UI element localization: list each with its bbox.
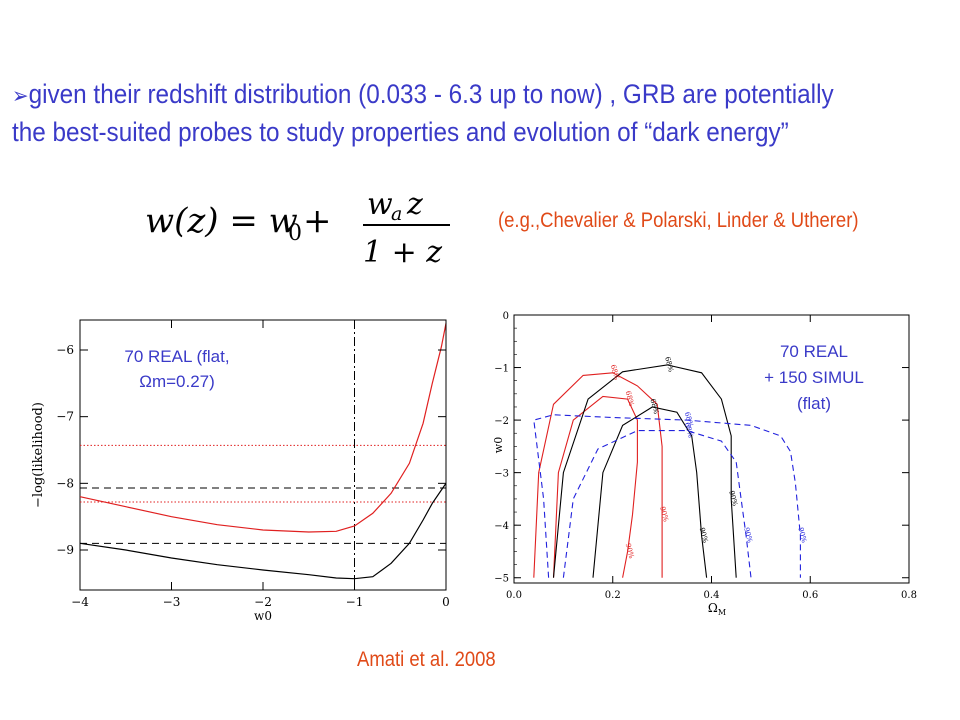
- plot1-xtick-label: −3: [163, 595, 181, 609]
- plot2-contour-label: 90%: [727, 490, 739, 507]
- plot2-ytick-label: −1: [494, 364, 509, 375]
- intro-text: ➢given their redshift distribution (0.03…: [12, 76, 849, 150]
- plot2-contour-label: 68%: [624, 390, 636, 407]
- plot2-xtick-label: 0.0: [506, 590, 522, 601]
- plot1-series-black: [79, 482, 447, 580]
- plot2-contour-label: 68%: [663, 356, 675, 373]
- contour-plot: 68% 90% 68% 90% 68% 90% 68% 90% 68% 90% 68% 90% 0.0…: [492, 311, 917, 617]
- formula-num-w: w: [367, 187, 393, 222]
- reference-text: (e.g.,Chevalier & Polarski, Linder & Uth…: [498, 209, 859, 232]
- plot2-contour-red-0: [552, 395, 638, 578]
- plot2-xtick-label: 0.6: [802, 590, 818, 601]
- plot1-ytick-label: −6: [56, 343, 74, 357]
- plot1-series-red: [79, 323, 447, 533]
- plot2-contour-black-2: [592, 406, 708, 578]
- plot1-xtick-label: 0: [442, 595, 450, 609]
- plot1-ytick-label: −8: [56, 476, 74, 490]
- plot1-ytick-label: −9: [56, 543, 74, 557]
- dark-energy-formula: w(z) = w 0 + w a z 1 + z: [145, 187, 450, 270]
- plot2-contour-label: 68%: [648, 398, 660, 415]
- plot1-annotation-line2-text: m=0.27): [152, 372, 215, 391]
- plot2-annotation-line2: + 150 SIMUL: [764, 368, 864, 387]
- intro-line-1: ➢given their redshift distribution (0.03…: [12, 76, 849, 114]
- plot2-ytick-label: −2: [494, 416, 509, 427]
- plot2-contour-black-3: [552, 364, 737, 578]
- plot2-xtick-label: 0.4: [704, 590, 720, 601]
- plot2-ytick-label: 0: [503, 311, 509, 322]
- likelihood-plot: −4 −3 −2 −1 0 −9 −8 −7 −6 w0 −log(likelihood) 7…: [31, 319, 450, 623]
- formula-sub0: 0: [288, 221, 302, 246]
- plot2-contour-label: 90%: [658, 506, 670, 523]
- plot2-contour-label: 68%: [609, 364, 621, 381]
- plot1-xtick-label: −4: [71, 595, 89, 609]
- citation-text: Amati et al. 2008: [357, 648, 496, 671]
- plot2-ytick-label: −5: [494, 574, 509, 585]
- formula-num-z: z: [406, 187, 423, 222]
- plot2-ylabel: w0: [492, 437, 505, 453]
- intro-line-2: the best-suited probes to study properti…: [12, 117, 789, 147]
- plot1-xtick-label: −2: [254, 595, 272, 609]
- plot1-ytick-label: −7: [56, 410, 74, 424]
- plot2-xtick-label: 0.8: [901, 590, 917, 601]
- plot2-ytick-label: −3: [494, 469, 509, 480]
- plot2-frame: [513, 314, 910, 584]
- plot1-ylabel: −log(likelihood): [31, 402, 46, 508]
- plot2-annotation-line1: 70 REAL: [780, 342, 848, 361]
- plot1-annotation-line2: Ωm=0.27): [139, 372, 215, 391]
- plot1-xlabel: w0: [254, 609, 272, 623]
- plot1-annotation-line1: 70 REAL (flat,: [124, 347, 229, 366]
- plot2-xlabel-sub: M: [718, 608, 726, 617]
- bullet-arrow-icon: ➢: [12, 83, 29, 108]
- formula-den: 1 + z: [363, 235, 442, 270]
- plot2-contour-label: 68%: [683, 422, 695, 439]
- plot2-xtick-label: 0.2: [605, 590, 621, 601]
- plot2-xlabel: ΩM: [708, 601, 726, 617]
- plot2-contour-label: 90%: [624, 542, 636, 559]
- plot2-contour-label: 68%: [683, 411, 695, 428]
- plot2-xlabel-main: Ω: [708, 601, 718, 615]
- plot2-annotation-line3: (flat): [797, 394, 831, 413]
- plot2-contour-blue-5: [533, 414, 801, 578]
- formula-lhs: w(z) = w: [145, 201, 298, 241]
- formula-num-sub: a: [391, 203, 402, 225]
- intro-line-1-text: given their redshift distribution (0.033…: [28, 79, 834, 109]
- plot2-contour-label: 90%: [698, 527, 710, 544]
- formula-plus: +: [303, 201, 332, 241]
- plot2-contour-red-1: [533, 372, 663, 578]
- omega-symbol: Ω: [139, 372, 152, 391]
- plot2-contour-label: 90%: [742, 527, 754, 544]
- plot1-xtick-label: −1: [346, 595, 364, 609]
- plot2-ytick-label: −4: [494, 521, 509, 532]
- plot2-contour-blue-4: [562, 430, 752, 578]
- plot2-contour-label: 90%: [796, 527, 808, 544]
